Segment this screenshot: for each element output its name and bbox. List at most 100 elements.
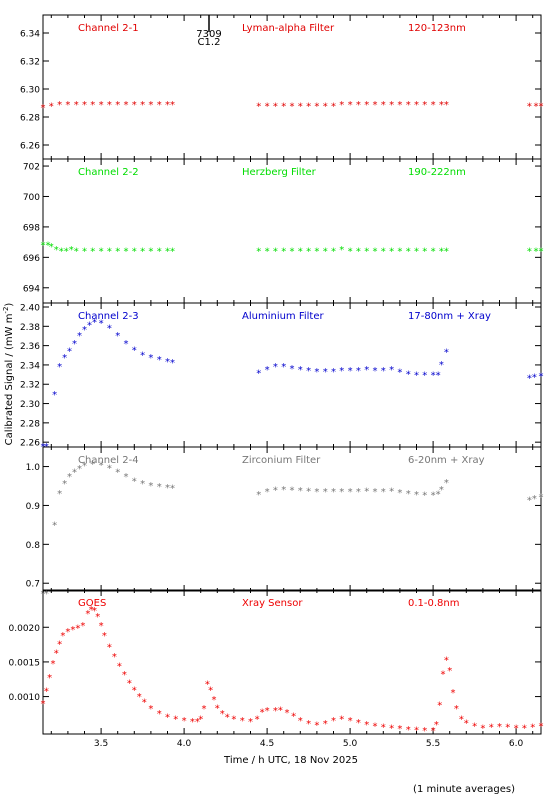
data-point: * bbox=[157, 709, 162, 720]
data-point: * bbox=[255, 714, 260, 725]
data-point: * bbox=[331, 487, 336, 498]
data-point: * bbox=[454, 704, 459, 715]
data-point: * bbox=[356, 100, 361, 111]
panel-3: 2.262.282.302.322.342.362.382.40********… bbox=[20, 302, 544, 453]
data-point: * bbox=[489, 723, 494, 734]
data-point: * bbox=[62, 479, 67, 490]
data-point: * bbox=[256, 101, 261, 112]
data-point: * bbox=[348, 366, 353, 377]
data-point: * bbox=[52, 521, 57, 532]
data-point: * bbox=[115, 100, 120, 111]
data-point: * bbox=[87, 320, 92, 331]
data-point: * bbox=[49, 101, 54, 112]
data-point: * bbox=[132, 685, 137, 696]
data-point: * bbox=[459, 714, 464, 725]
data-point: * bbox=[364, 365, 369, 376]
channel-label: Channel 2-3 bbox=[78, 311, 139, 322]
data-point: * bbox=[422, 100, 427, 111]
data-point: * bbox=[57, 362, 62, 373]
channel-label: Channel 2-1 bbox=[78, 23, 139, 34]
data-point: * bbox=[298, 247, 303, 258]
data-point: * bbox=[273, 485, 278, 496]
data-point: * bbox=[323, 487, 328, 498]
y-tick-label: 0.0015 bbox=[9, 658, 41, 668]
data-point: * bbox=[373, 100, 378, 111]
data-point: * bbox=[539, 721, 544, 732]
data-point: * bbox=[122, 670, 127, 681]
data-point: * bbox=[170, 100, 175, 111]
data-point: * bbox=[90, 460, 95, 471]
data-point: * bbox=[439, 485, 444, 496]
data-point: * bbox=[447, 666, 452, 677]
y-tick-label: 0.8 bbox=[26, 541, 41, 551]
data-point: * bbox=[439, 247, 444, 258]
data-point: * bbox=[314, 367, 319, 378]
data-point: * bbox=[381, 487, 386, 498]
data-point: * bbox=[534, 101, 539, 112]
data-point: * bbox=[356, 718, 361, 729]
data-point: * bbox=[348, 716, 353, 727]
data-point: * bbox=[397, 368, 402, 379]
data-point: * bbox=[414, 725, 419, 736]
x-tick-label: 5.0 bbox=[343, 739, 358, 749]
series-points: ****************************************… bbox=[41, 605, 544, 737]
data-point: * bbox=[431, 490, 436, 501]
data-point: * bbox=[190, 717, 195, 728]
data-point: * bbox=[142, 698, 147, 709]
data-point: * bbox=[290, 364, 295, 375]
data-point: * bbox=[170, 247, 175, 258]
data-point: * bbox=[532, 373, 537, 384]
data-point: * bbox=[82, 247, 87, 258]
data-point: * bbox=[265, 247, 270, 258]
data-point: * bbox=[339, 487, 344, 498]
data-point: * bbox=[92, 318, 97, 329]
data-point: * bbox=[107, 464, 112, 475]
data-point: * bbox=[397, 724, 402, 735]
averaging-note: (1 minute averages) bbox=[413, 784, 515, 795]
data-point: * bbox=[140, 100, 145, 111]
y-tick-label: 0.0020 bbox=[9, 624, 41, 634]
data-point: * bbox=[72, 339, 77, 350]
data-point: * bbox=[265, 487, 270, 498]
x-tick-label: 4.0 bbox=[177, 739, 192, 749]
data-point: * bbox=[265, 365, 270, 376]
data-point: * bbox=[256, 247, 261, 258]
data-point: * bbox=[389, 247, 394, 258]
band-label: 17-80nm + Xray bbox=[408, 311, 491, 322]
data-point: * bbox=[281, 247, 286, 258]
y-tick-label: 6.34 bbox=[20, 30, 40, 40]
data-point: * bbox=[64, 247, 69, 258]
data-point: * bbox=[67, 472, 72, 483]
data-point: * bbox=[54, 245, 59, 256]
data-point: * bbox=[124, 100, 129, 111]
data-point: * bbox=[256, 369, 261, 380]
data-point: * bbox=[74, 100, 79, 111]
data-point: * bbox=[381, 723, 386, 734]
panel-frame bbox=[42, 302, 542, 448]
data-point: * bbox=[539, 493, 544, 504]
data-point: * bbox=[85, 609, 90, 620]
data-point: * bbox=[215, 703, 220, 714]
x-tick-label: 3.5 bbox=[94, 739, 108, 749]
data-point: * bbox=[381, 100, 386, 111]
y-tick-label: 694 bbox=[23, 284, 40, 294]
data-point: * bbox=[140, 350, 145, 361]
data-point: * bbox=[70, 625, 75, 636]
data-point: * bbox=[364, 720, 369, 731]
data-point: * bbox=[290, 101, 295, 112]
data-point: * bbox=[422, 726, 427, 737]
data-point: * bbox=[170, 483, 175, 494]
data-point: * bbox=[331, 716, 336, 727]
data-point: * bbox=[298, 716, 303, 727]
flare-event-number: 7309 bbox=[196, 29, 221, 40]
data-point: * bbox=[290, 485, 295, 496]
data-point: * bbox=[339, 714, 344, 725]
data-point: * bbox=[539, 101, 544, 112]
data-point: * bbox=[389, 487, 394, 498]
data-point: * bbox=[451, 688, 456, 699]
data-point: * bbox=[514, 723, 519, 734]
data-point: * bbox=[173, 714, 178, 725]
data-point: * bbox=[414, 371, 419, 382]
